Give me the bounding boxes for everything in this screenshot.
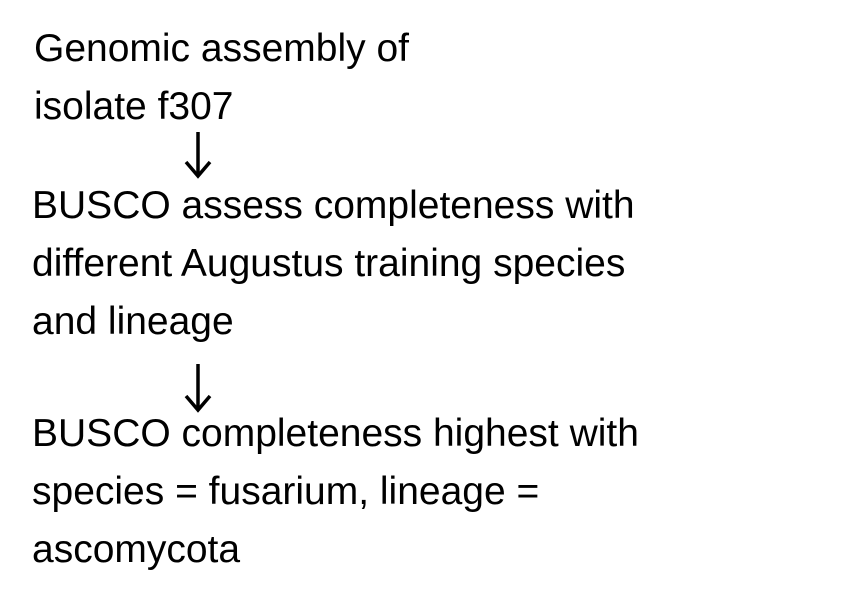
step-text-line: and lineage [32,300,234,343]
step-genomic-assembly: Genomic assembly of isolate f307 [34,20,409,136]
arrow-down-icon-graphic [184,364,212,413]
step-text-line: species = fusarium, lineage = [32,470,540,513]
arrow-down-icon-graphic [184,132,212,179]
step-text-line: ascomycota [32,528,241,571]
step-text-line: BUSCO assess completeness with [32,184,635,227]
step-text-line: isolate f307 [34,85,234,128]
arrow-down-icon [183,130,213,180]
step-text-line: Genomic assembly of [34,27,409,70]
arrow-down-icon [183,362,213,414]
step-text-line: BUSCO completeness highest with [32,412,639,455]
step-text-line: different Augustus training species [32,242,626,285]
step-busco-assess: BUSCO assess completeness with different… [32,177,635,351]
step-busco-result: BUSCO completeness highest with species … [32,405,639,579]
